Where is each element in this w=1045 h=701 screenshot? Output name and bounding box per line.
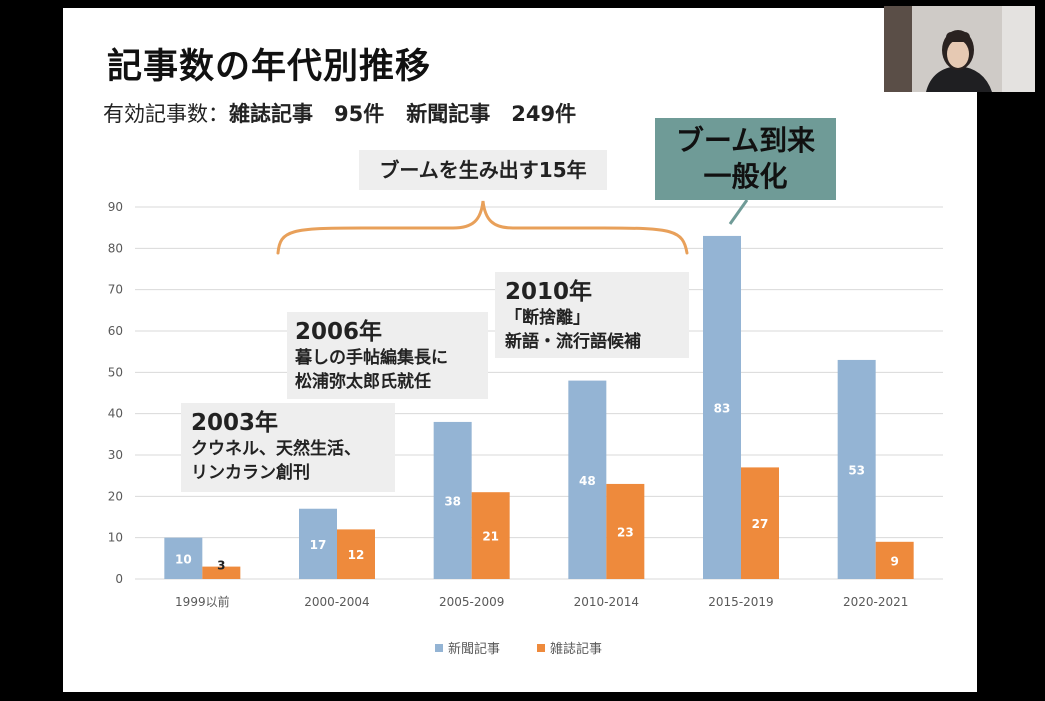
y-tick-label: 70 [108, 283, 123, 297]
newspaper-bar [703, 235, 741, 579]
magazine-bar [202, 566, 241, 579]
boom-arrival-box: ブーム到来 一般化 [655, 118, 836, 200]
annotation-2010: 2010年 「断捨離」 新語・流行語候補 [495, 272, 689, 358]
newspaper-bar [299, 508, 337, 579]
annotation-2006: 2006年 暮しの手帖編集長に 松浦弥太郎氏就任 [287, 312, 488, 399]
annotation-2010-line2: 新語・流行語候補 [505, 332, 641, 352]
x-tick-label: 2015-2019 [708, 595, 773, 609]
newspaper-data-label: 17 [310, 538, 327, 552]
x-tick-label: 1999以前 [175, 594, 230, 609]
legend-swatch-magazine [537, 644, 545, 652]
y-tick-label: 0 [115, 572, 123, 586]
magazine-bar [606, 483, 645, 579]
slide: 記事数の年代別推移 有効記事数：雑誌記事 95件 新聞記事 249件 0 10 20 3… [63, 8, 977, 692]
subtitle-newspaper: 新聞記事 249件 [406, 102, 577, 126]
newspaper-data-label: 38 [444, 494, 461, 508]
annotation-2006-line2: 松浦弥太郎氏就任 [295, 372, 431, 392]
bracket-15-years [276, 200, 689, 255]
annotation-2006-line1: 暮しの手帖編集長に [295, 348, 448, 368]
newspaper-bar [164, 537, 203, 579]
annotation-2003: 2003年 クウネル、天然生活、 リンカラン創刊 [181, 403, 395, 492]
x-tick-label: 2005-2009 [439, 595, 504, 609]
magazine-data-label: 21 [482, 530, 499, 544]
magazine-data-label: 27 [752, 517, 769, 531]
newspaper-data-label: 83 [714, 401, 731, 415]
boom-15-years-label: ブームを生み出す15年 [359, 150, 607, 190]
newspaper-data-label: 48 [579, 474, 596, 488]
y-tick-label: 60 [108, 324, 123, 338]
y-tick-label: 80 [108, 241, 123, 255]
magazine-bar [875, 541, 914, 579]
annotation-2010-line1: 「断捨離」 [505, 308, 590, 328]
boom-pointer-line [728, 199, 749, 225]
webcam-feed [884, 6, 1035, 92]
magazine-data-label: 12 [348, 548, 365, 562]
legend-swatch-newspaper [435, 644, 443, 652]
x-tick-label: 2010-2014 [574, 595, 639, 609]
slide-title: 記事数の年代別推移 [107, 47, 432, 87]
magazine-bar [741, 467, 779, 579]
magazine-data-label: 23 [617, 525, 634, 539]
newspaper-bar [568, 380, 607, 579]
y-tick-label: 10 [108, 531, 123, 545]
magazine-bar [471, 492, 510, 579]
y-tick-label: 90 [108, 200, 123, 214]
legend-label-newspaper: 新聞記事 [448, 641, 500, 657]
newspaper-bar [837, 359, 876, 579]
annotation-2010-year: 2010年 [505, 279, 593, 305]
newspaper-data-label: 53 [848, 463, 865, 477]
y-tick-label: 20 [108, 489, 123, 503]
annotation-2003-line1: クウネル、天然生活、 [191, 439, 361, 459]
newspaper-data-label: 10 [175, 552, 192, 566]
boom-arrival-line2: 一般化 [703, 160, 788, 193]
annotation-2003-line2: リンカラン創刊 [191, 463, 310, 483]
slide-subtitle: 有効記事数：雑誌記事 95件 新聞記事 249件 [103, 98, 576, 128]
webcam-image [884, 6, 1035, 92]
y-tick-label: 40 [108, 407, 123, 421]
x-tick-label: 2020-2021 [843, 595, 908, 609]
bar-chart: 0 10 20 30 40 50 60 70 80 90 10 3 1999以前 17 12 2000-200… [108, 199, 943, 657]
y-tick-label: 50 [108, 365, 123, 379]
magazine-data-label: 9 [890, 554, 898, 568]
annotation-2003-year: 2003年 [191, 410, 279, 436]
magazine-data-label: 3 [217, 559, 225, 573]
subtitle-prefix: 有効記事数： [103, 102, 229, 126]
x-tick-label: 2000-2004 [304, 595, 369, 609]
y-tick-label: 30 [108, 448, 123, 462]
boom-arrival-line1: ブーム到来 [675, 124, 816, 157]
magazine-bar [337, 529, 375, 579]
legend-label-magazine: 雑誌記事 [550, 641, 602, 657]
subtitle-magazine: 雑誌記事 95件 [229, 102, 385, 126]
newspaper-bar [433, 421, 472, 579]
annotation-2006-year: 2006年 [295, 319, 383, 345]
